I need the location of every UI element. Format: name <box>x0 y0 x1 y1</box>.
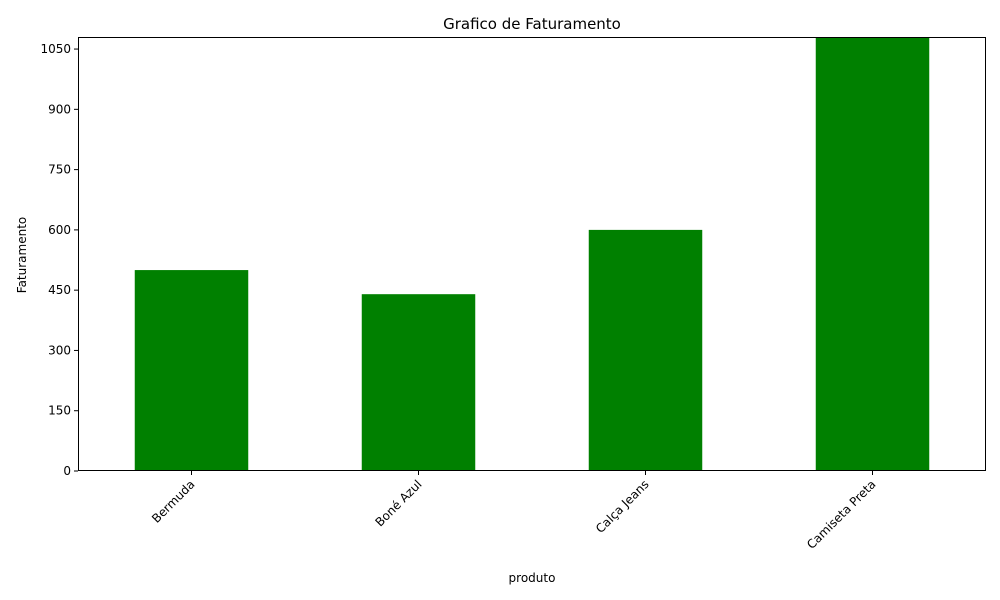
y-tick-label-7: 1050 <box>40 42 71 56</box>
x-tick-label-1: Boné Azul <box>372 477 424 529</box>
y-tick-label-5: 750 <box>48 163 71 177</box>
y-tick-label-2: 300 <box>48 343 71 357</box>
x-axis-label: produto <box>509 571 556 585</box>
bars-group <box>134 37 930 471</box>
bar-0 <box>134 270 249 471</box>
bar-3 <box>815 37 930 471</box>
y-tick-label-4: 600 <box>48 223 71 237</box>
y-axis: 0 150 300 450 600 750 900 1050 <box>40 42 78 478</box>
y-axis-label: Faturamento <box>15 217 29 293</box>
x-tick-label-3: Camiseta Preta <box>804 477 879 552</box>
y-tick-label-3: 450 <box>48 283 71 297</box>
y-tick-label-6: 900 <box>48 102 71 116</box>
bar-2 <box>588 229 703 471</box>
plot-frame <box>78 37 986 471</box>
x-tick-label-2: Calça Jeans <box>593 477 652 536</box>
y-tick-label-1: 150 <box>48 404 71 418</box>
y-tick-label-0: 0 <box>63 464 71 478</box>
chart-title: Grafico de Faturamento <box>443 15 621 33</box>
bar-1 <box>361 294 476 471</box>
x-tick-label-0: Bermuda <box>149 477 198 526</box>
x-axis: Bermuda Boné Azul Calça Jeans Camiseta Pret… <box>149 471 879 552</box>
